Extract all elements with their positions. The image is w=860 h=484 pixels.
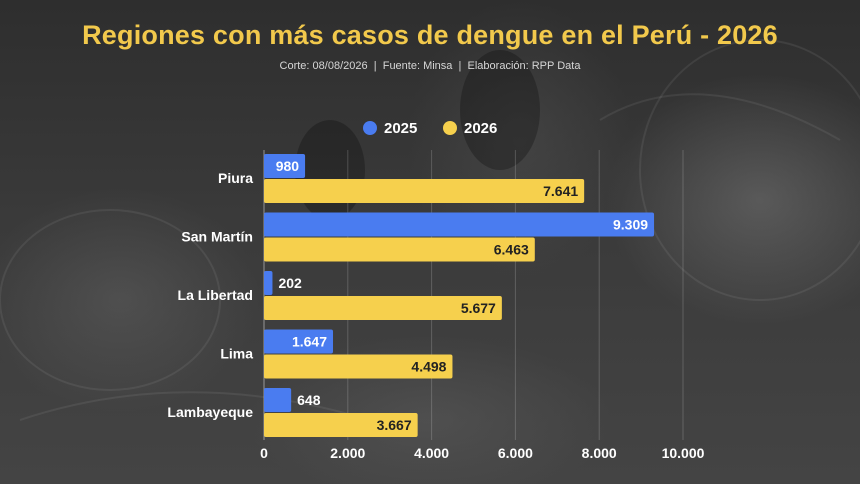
data-label: 648 <box>297 392 321 408</box>
x-tick-label: 0 <box>260 445 268 461</box>
cut-date: Corte: 08/08/2026 <box>279 60 368 72</box>
legend-label: 2025 <box>384 120 417 137</box>
bar <box>264 271 273 295</box>
made-by: Elaboración: RPP Data <box>467 60 581 72</box>
data-label: 4.498 <box>411 359 446 375</box>
bar <box>264 154 306 178</box>
data-label: 7.641 <box>543 183 578 199</box>
data-label: 3.667 <box>377 417 412 433</box>
bar <box>264 354 453 379</box>
category-label: San Martín <box>181 229 253 245</box>
x-tick-label: 6.000 <box>498 445 533 461</box>
x-tick-label: 2.000 <box>330 445 365 461</box>
data-label: 980 <box>276 158 300 174</box>
category-label: Piura <box>218 170 253 186</box>
source-name: Fuente: Minsa <box>382 60 453 72</box>
chart-title: Regiones con más casos de dengue en el P… <box>82 20 778 50</box>
legend-label: 2026 <box>464 120 497 137</box>
x-tick-label: 4.000 <box>414 445 449 461</box>
category-label: La Libertad <box>178 287 253 303</box>
bar <box>264 296 502 320</box>
data-label: 1.647 <box>292 334 327 350</box>
data-label: 5.677 <box>461 300 496 316</box>
source-line: Corte: 08/08/2026 | Fuente: Minsa | Elab… <box>0 60 860 72</box>
category-label: Lima <box>220 346 253 362</box>
bar <box>264 237 535 262</box>
separator: | <box>373 60 377 72</box>
data-label: 9.309 <box>613 217 648 233</box>
bar <box>264 179 585 203</box>
category-label: Lambayeque <box>167 404 253 420</box>
data-label: 202 <box>278 275 302 291</box>
data-label: 6.463 <box>494 242 529 258</box>
bar <box>264 329 334 354</box>
x-tick-label: 10.000 <box>662 445 705 461</box>
legend-marker <box>443 121 457 135</box>
legend-marker <box>363 121 377 135</box>
bar <box>264 388 292 412</box>
x-tick-label: 8.000 <box>582 445 617 461</box>
separator: | <box>458 60 462 72</box>
bar <box>264 212 655 237</box>
bar <box>264 413 418 437</box>
